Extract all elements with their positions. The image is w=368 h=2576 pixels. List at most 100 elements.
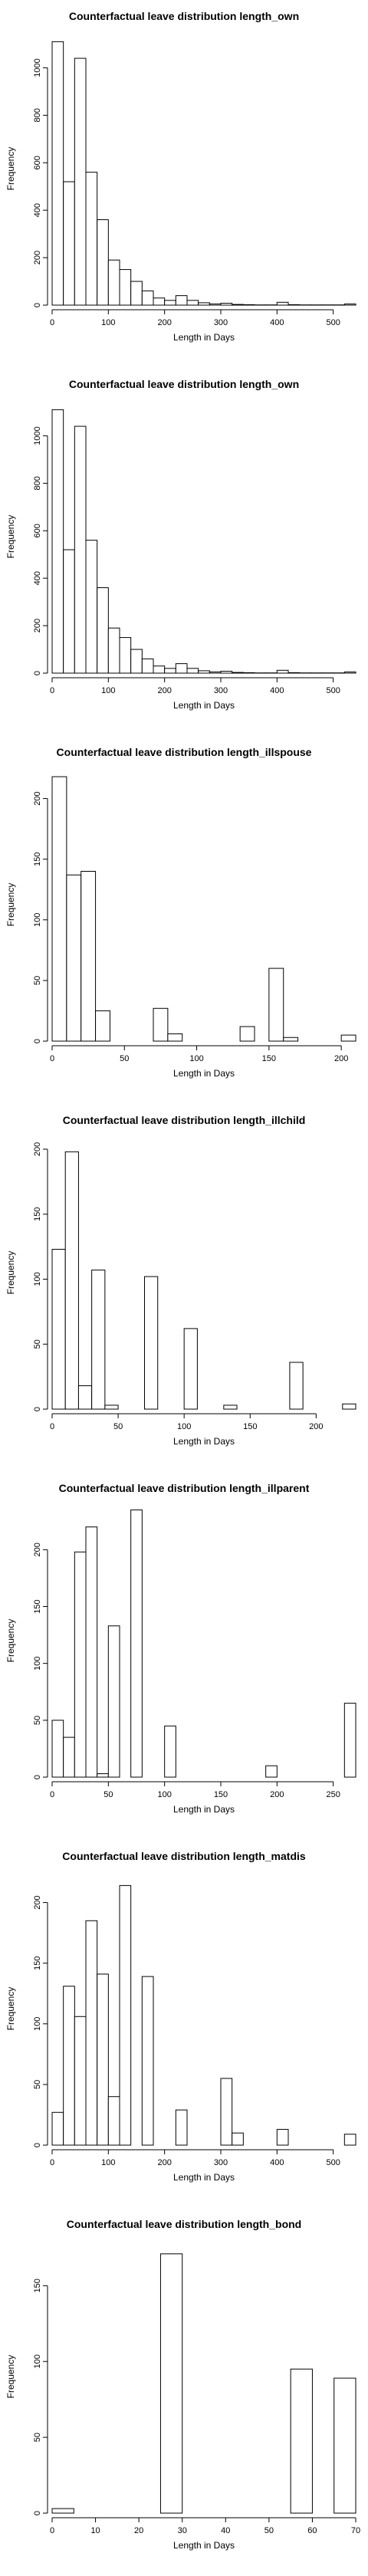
histogram-bar [74,2016,87,2146]
x-tick-label: 10 [90,2526,100,2535]
histogram-bar [276,2128,289,2146]
x-tick-label: 300 [214,318,228,327]
x-tick-label: 500 [326,2158,340,2167]
x-tick-label: 400 [270,318,284,327]
histogram-bar [175,2109,188,2146]
y-tick-label: 400 [33,571,42,585]
histogram-bar [141,1976,154,2146]
y-tick-label: 150 [33,1956,42,1970]
histogram-bar [85,172,98,306]
histogram-bar [97,1973,109,2146]
histogram-svg: Counterfactual leave distribution length… [5,2218,360,2551]
x-tick-label: 20 [134,2526,143,2535]
histogram-bar [183,1328,198,1410]
y-tick-label: 200 [33,791,42,805]
histogram-bar [175,295,188,306]
y-tick-label: 600 [33,524,42,537]
x-tick-label: 400 [270,2158,284,2167]
histogram-bar [51,2508,74,2514]
y-tick-label: 0 [33,1039,42,1043]
x-tick-label: 100 [177,1422,191,1431]
x-axis-label: Length in Days [173,1804,235,1815]
x-tick-label: 200 [157,318,171,327]
histogram-bar [51,2111,64,2146]
x-tick-label: 40 [221,2526,230,2535]
histogram-bar [276,301,289,306]
histogram-bar [85,1920,98,2146]
x-tick-label: 0 [50,2158,54,2167]
y-tick-label: 0 [33,2511,42,2515]
histogram-bar [85,540,98,674]
chart-title: Counterfactual leave distribution length… [59,1482,310,1494]
histogram-bar [198,670,210,674]
histogram-bar [164,1725,176,1778]
histogram-bar [220,303,233,306]
histogram-bar [220,2078,233,2146]
y-axis-label: Frequency [5,1619,16,1663]
x-axis-label: Length in Days [173,332,235,343]
histogram-bar [167,1033,183,1042]
histogram-bar [334,2377,356,2514]
histogram-svg: Counterfactual leave distribution length… [5,1114,356,1447]
histogram-bar [85,1526,98,1778]
y-tick-label: 600 [33,156,42,169]
histogram-bar [63,1986,75,2146]
histogram-svg: Counterfactual leave distribution length… [5,746,356,1079]
y-tick-label: 100 [33,1656,42,1670]
x-tick-label: 0 [50,2526,54,2535]
histogram-bar [232,304,244,306]
histogram-bar [130,1509,143,1778]
chart-title: Counterfactual leave distribution length… [67,2218,301,2230]
x-axis-label: Length in Days [173,1436,235,1447]
x-tick-label: 200 [157,2158,171,2167]
y-tick-label: 150 [33,1599,42,1613]
y-tick-label: 800 [33,108,42,122]
y-tick-label: 150 [33,1208,42,1221]
x-tick-label: 150 [262,1054,276,1063]
y-tick-label: 100 [33,2354,42,2368]
histogram-bar [104,1405,119,1410]
x-axis-label: Length in Days [173,2172,235,2183]
histogram-bar [119,637,132,674]
y-tick-label: 0 [33,1407,42,1411]
histogram-bar [63,1737,75,1778]
y-axis-label: Frequency [5,515,16,559]
histogram-bar [289,1362,304,1410]
y-axis-label: Frequency [5,1987,16,2031]
y-axis-label: Frequency [5,2355,16,2399]
y-tick-label: 50 [33,976,42,985]
histogram-bar [141,658,154,674]
y-tick-label: 0 [33,1775,42,1779]
histogram-bar [288,304,301,306]
histogram-bar [63,181,75,306]
histogram-bar [343,1703,356,1778]
histogram-bar [51,1248,66,1410]
histogram-bar [220,671,233,674]
histogram-bar [283,1037,299,1042]
y-tick-label: 0 [33,671,42,675]
histogram-panel: Counterfactual leave distribution length… [0,368,368,736]
histogram-bar [74,426,87,674]
x-tick-label: 500 [326,318,340,327]
y-tick-label: 200 [33,619,42,632]
x-tick-label: 500 [326,686,340,695]
x-tick-label: 50 [104,1790,113,1799]
chart-title: Counterfactual leave distribution length… [63,1114,306,1126]
y-tick-label: 50 [33,2080,42,2089]
x-tick-label: 200 [157,686,171,695]
y-tick-label: 50 [33,2433,42,2442]
histogram-bar [209,303,222,306]
histogram-bar [74,1551,87,1778]
histogram-bar [119,1884,132,2146]
histogram-bar [164,300,176,306]
histogram-panel: Counterfactual leave distribution length… [0,1104,368,1472]
histogram-bar [164,668,176,674]
histogram-bar [342,1403,356,1410]
x-axis-label: Length in Days [173,700,235,711]
histogram-bar [130,649,143,674]
histogram-bar [107,259,120,306]
histogram-bar [51,776,67,1042]
histogram-bar [239,1026,255,1042]
histogram-svg: Counterfactual leave distribution length… [5,1850,356,2183]
histogram-bar [175,663,188,674]
